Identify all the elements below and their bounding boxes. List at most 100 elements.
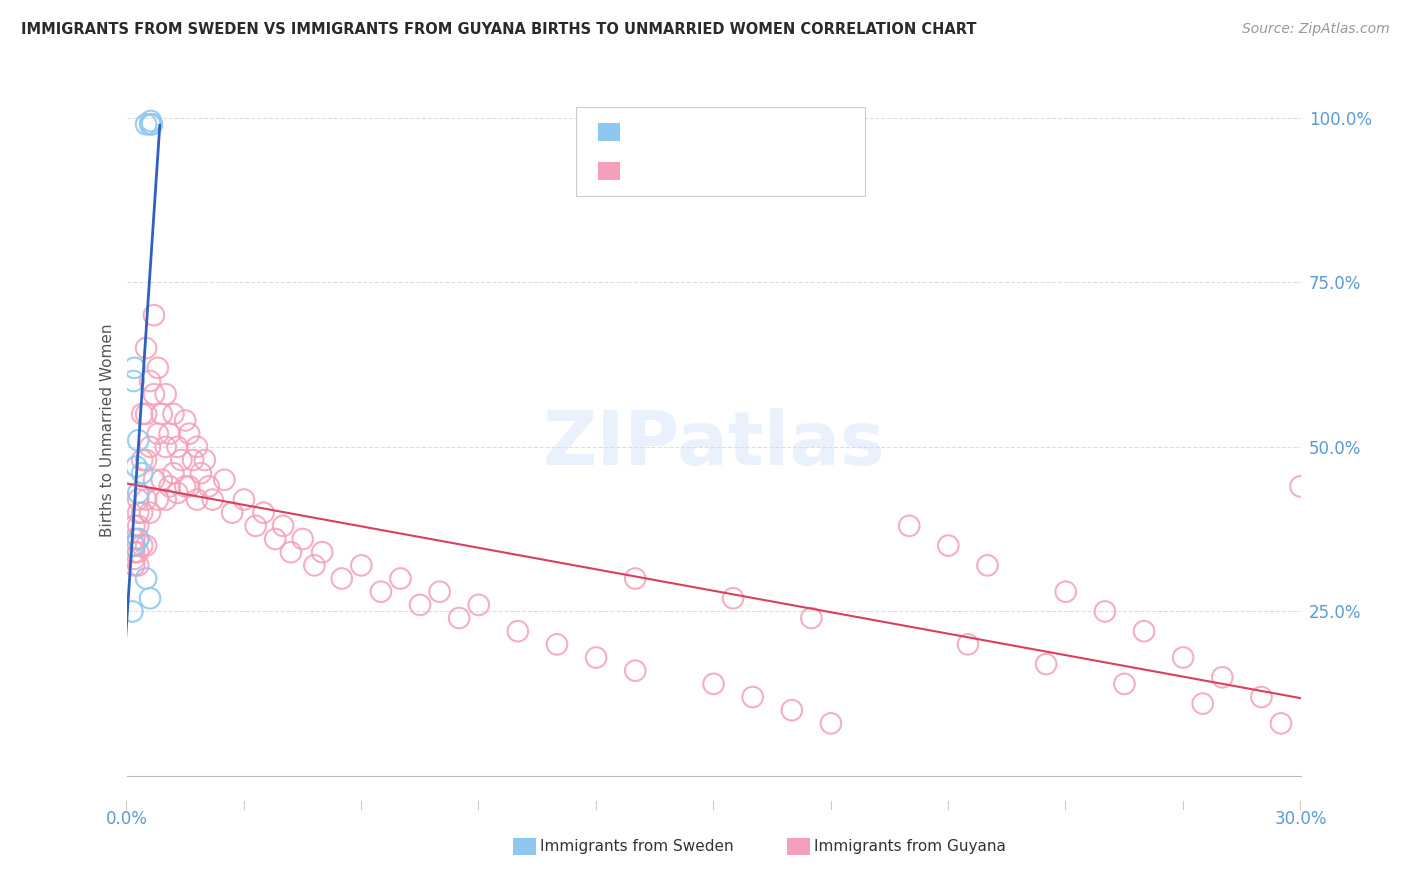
Point <box>194 453 217 467</box>
Text: Immigrants from Sweden: Immigrants from Sweden <box>540 839 734 854</box>
Point <box>1289 479 1312 493</box>
Point <box>159 479 181 493</box>
Text: |: | <box>1181 801 1185 810</box>
Point <box>1211 670 1233 684</box>
Point <box>127 558 149 573</box>
Point <box>135 453 157 467</box>
Point <box>159 426 181 441</box>
Text: Source: ZipAtlas.com: Source: ZipAtlas.com <box>1241 22 1389 37</box>
Point <box>170 453 193 467</box>
Point <box>370 584 392 599</box>
Point <box>624 572 647 586</box>
Text: |: | <box>242 801 246 810</box>
Point <box>1054 584 1077 599</box>
Text: |: | <box>1064 801 1067 810</box>
Point <box>127 434 149 448</box>
Point <box>186 440 208 454</box>
Text: 0.0%: 0.0% <box>105 810 148 828</box>
Point <box>124 551 146 566</box>
Point <box>409 598 432 612</box>
Point <box>127 532 149 546</box>
Point <box>330 572 353 586</box>
Point <box>131 506 153 520</box>
Point <box>624 664 647 678</box>
Point <box>467 598 489 612</box>
Point <box>142 308 165 322</box>
Point <box>174 479 197 493</box>
Point <box>124 532 146 546</box>
Point <box>124 558 146 573</box>
Text: |: | <box>830 801 832 810</box>
Text: Immigrants from Guyana: Immigrants from Guyana <box>814 839 1005 854</box>
Point <box>142 387 165 401</box>
Point <box>232 492 256 507</box>
Point <box>135 117 157 131</box>
Point <box>201 492 224 507</box>
Point <box>122 374 145 388</box>
Point <box>124 539 146 553</box>
Point <box>139 114 162 128</box>
Point <box>146 492 169 507</box>
Point <box>741 690 763 704</box>
Point <box>936 539 959 553</box>
Point <box>245 519 267 533</box>
Point <box>291 532 314 546</box>
Point <box>1191 697 1213 711</box>
Point <box>131 407 153 421</box>
Text: R =  0.842   N = 15: R = 0.842 N = 15 <box>631 123 821 141</box>
Point <box>820 716 842 731</box>
Point <box>190 466 212 480</box>
Point <box>721 591 744 606</box>
Point <box>780 703 803 717</box>
Point <box>179 479 201 493</box>
Point <box>304 558 326 573</box>
Point <box>127 545 149 559</box>
Point <box>135 407 157 421</box>
Point <box>131 466 153 480</box>
Point <box>1270 716 1292 731</box>
Point <box>264 532 287 546</box>
Text: |: | <box>477 801 481 810</box>
Point <box>135 572 157 586</box>
Point <box>139 117 162 131</box>
Point <box>181 453 204 467</box>
Point <box>280 545 302 559</box>
Text: R = -0.053   N = 98: R = -0.053 N = 98 <box>631 162 821 180</box>
Point <box>800 611 823 625</box>
Point <box>976 558 998 573</box>
Point <box>1250 690 1272 704</box>
Point <box>127 532 149 546</box>
Point <box>1173 650 1195 665</box>
Point <box>1035 657 1057 672</box>
Point <box>135 492 157 507</box>
Point <box>124 360 146 375</box>
Point <box>127 506 149 520</box>
Point <box>150 407 173 421</box>
Point <box>131 539 153 553</box>
Point <box>139 440 162 454</box>
Point <box>155 387 177 401</box>
Point <box>127 492 149 507</box>
Text: |: | <box>360 801 363 810</box>
Text: |: | <box>711 801 716 810</box>
Point <box>956 637 979 651</box>
Point <box>139 591 162 606</box>
Text: |: | <box>946 801 950 810</box>
Point <box>155 492 177 507</box>
Point <box>124 539 146 553</box>
Text: |: | <box>1299 801 1302 810</box>
Point <box>155 440 177 454</box>
Point <box>162 407 184 421</box>
Point <box>131 453 153 467</box>
Point <box>350 558 373 573</box>
Point <box>146 426 169 441</box>
Point <box>898 519 921 533</box>
Point <box>139 506 162 520</box>
Point <box>1114 677 1136 691</box>
Point <box>252 506 274 520</box>
Point <box>429 584 451 599</box>
Point <box>546 637 568 651</box>
Point <box>389 572 412 586</box>
Point <box>186 492 208 507</box>
Point <box>214 473 236 487</box>
